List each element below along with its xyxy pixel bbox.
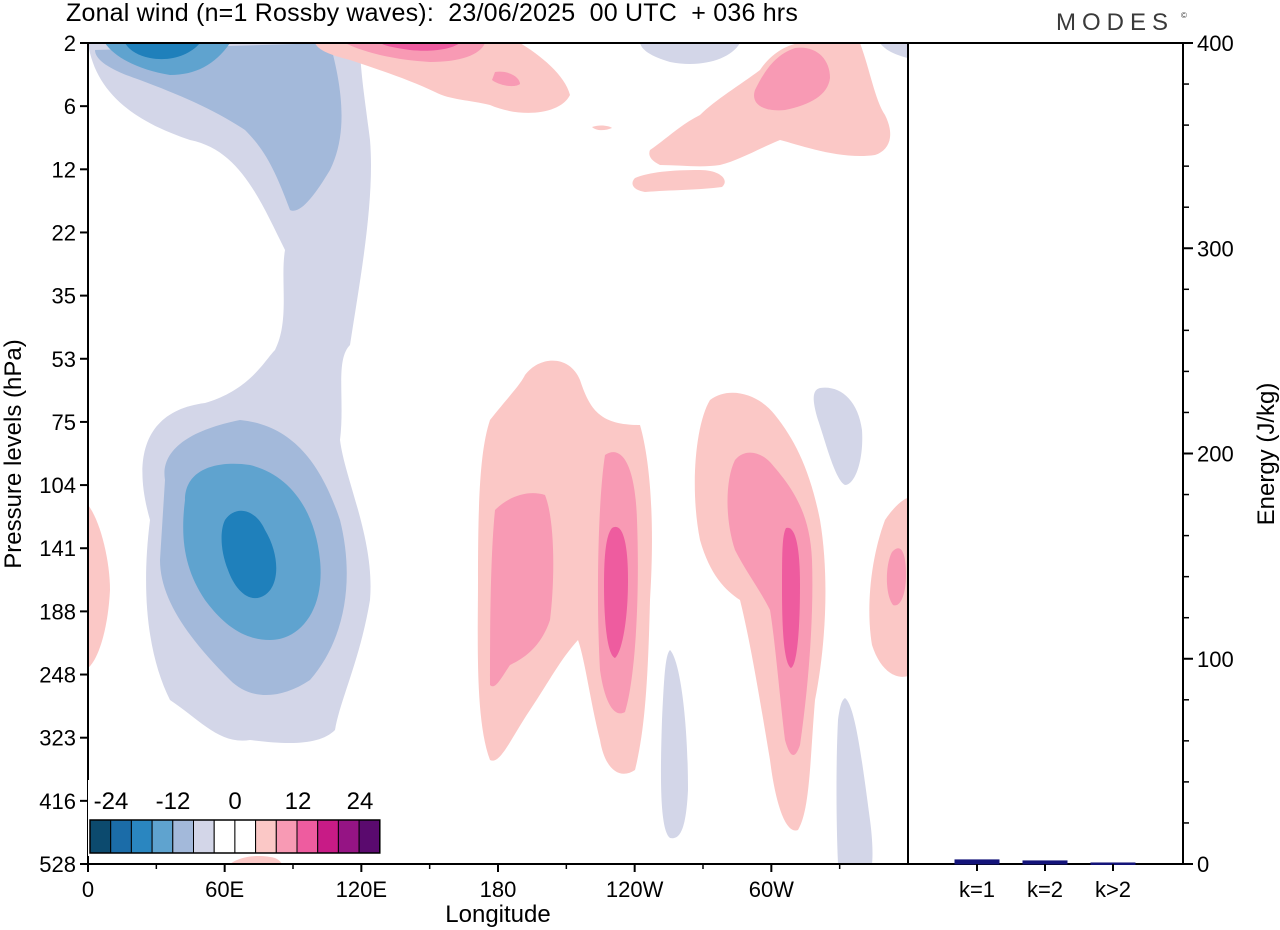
pos-region-upper-3 — [632, 170, 725, 192]
pos-region-b-core — [782, 527, 800, 668]
colorbar-swatch — [151, 819, 174, 854]
energy-tick-label: 400 — [1197, 31, 1234, 56]
colorbar-swatch — [255, 819, 277, 854]
pos-region-a-mid-1 — [490, 493, 554, 687]
neg-region-core-lower — [221, 510, 277, 599]
neg-region-core-upper — [125, 43, 200, 60]
energy-axis: 0 100 200 300 400 — [1183, 31, 1234, 877]
y-tick-label: 6 — [64, 94, 76, 119]
pos-region-bottom — [230, 856, 282, 864]
energy-tick-label: 0 — [1197, 852, 1209, 877]
x-axis: 0 60E 120E 180 120W 60W — [82, 864, 841, 902]
y-tick-label: 22 — [52, 220, 76, 245]
energy-axis-label: Energy (J/kg) — [1253, 383, 1280, 526]
pos-region-a-core — [604, 526, 628, 658]
y-tick-label: 248 — [39, 663, 76, 688]
energy-tick-label: 200 — [1197, 442, 1234, 467]
y-tick-label: 12 — [52, 157, 76, 182]
y-tick-label: 528 — [39, 852, 76, 877]
pos-region-upper-2-mid — [754, 47, 830, 111]
colorbar-swatch — [234, 819, 257, 854]
pos-region-upper-1 — [315, 43, 570, 113]
energy-category-label: k=2 — [1027, 877, 1063, 902]
colorbar-tick-label: 0 — [228, 788, 241, 815]
y-tick-label: 75 — [52, 410, 76, 435]
pos-region-b-mid — [727, 452, 813, 756]
x-axis-label: Longitude — [445, 901, 550, 928]
energy-category-label: k>2 — [1095, 877, 1131, 902]
y-tick-label: 416 — [39, 789, 76, 814]
colorbar-swatch — [317, 819, 339, 854]
pos-region-upper-4 — [592, 125, 612, 131]
energy-bars: k=1 k=2 k>2 — [954, 859, 1136, 902]
y-tick-label: 141 — [39, 536, 76, 561]
colorbar-swatch — [130, 819, 153, 854]
y-axis-label: Pressure levels (hPa) — [0, 339, 27, 568]
pos-region-upper-1-core — [380, 43, 460, 51]
pos-region-upper-1-mid — [345, 43, 485, 62]
y-tick-label: 2 — [64, 31, 76, 56]
y-tick-label: 188 — [39, 599, 76, 624]
colorbar-swatch — [213, 819, 236, 854]
neg-region-streak-2 — [836, 698, 873, 864]
colorbar-swatch — [172, 819, 195, 854]
colorbar-frame — [89, 819, 381, 854]
neg-region-upper-right — [880, 43, 908, 58]
energy-tick-label: 300 — [1197, 236, 1234, 261]
energy-category-label: k=1 — [959, 877, 995, 902]
x-tick-label: 120W — [606, 877, 664, 902]
colorbar-tick-label: 12 — [285, 788, 312, 815]
y-tick-label: 35 — [52, 284, 76, 309]
colorbar-swatch — [110, 819, 132, 854]
copyright-mark: © — [1181, 11, 1187, 20]
chart-title: Zonal wind (n=1 Rossby waves): 23/06/202… — [66, 0, 799, 27]
x-tick-label: 0 — [82, 877, 94, 902]
colorbar-swatch — [193, 819, 215, 854]
pos-region-upper-1-spot — [492, 71, 520, 87]
energy-bar — [954, 859, 1000, 865]
x-tick-label: 180 — [480, 877, 517, 902]
colorbar-swatch — [337, 819, 360, 854]
x-tick-label: 60E — [205, 877, 244, 902]
colorbar-swatch — [275, 819, 298, 854]
neg-region-streak-1 — [660, 650, 688, 839]
y-tick-label: 53 — [52, 347, 76, 372]
colorbar-swatch — [296, 819, 319, 854]
neg-region-blob — [813, 387, 863, 485]
colorbar-tick-label: -12 — [156, 788, 191, 815]
pos-region-left-edge — [88, 505, 110, 668]
energy-tick-label: 100 — [1197, 647, 1234, 672]
neg-region-upper-mid — [640, 43, 740, 64]
y-tick-label: 323 — [39, 726, 76, 751]
y-axis: 2 6 12 22 35 53 75 104 141 188 248 323 416 528 — [39, 31, 88, 877]
x-tick-label: 60W — [749, 877, 794, 902]
colorbar-swatch — [358, 819, 381, 854]
colorbar: -24 -12 0 12 24 — [88, 780, 384, 856]
y-tick-label: 104 — [39, 473, 76, 498]
contour-field — [88, 43, 908, 864]
colorbar-tick-label: 24 — [347, 788, 374, 815]
colorbar-swatch — [89, 819, 112, 854]
colorbar-tick-label: -24 — [94, 788, 129, 815]
energy-bar — [1022, 860, 1068, 865]
pos-region-c-mid — [886, 548, 906, 606]
modes-logo: MODES — [1056, 9, 1175, 36]
x-tick-label: 120E — [336, 877, 387, 902]
neg-region-mid-upper — [95, 43, 342, 211]
